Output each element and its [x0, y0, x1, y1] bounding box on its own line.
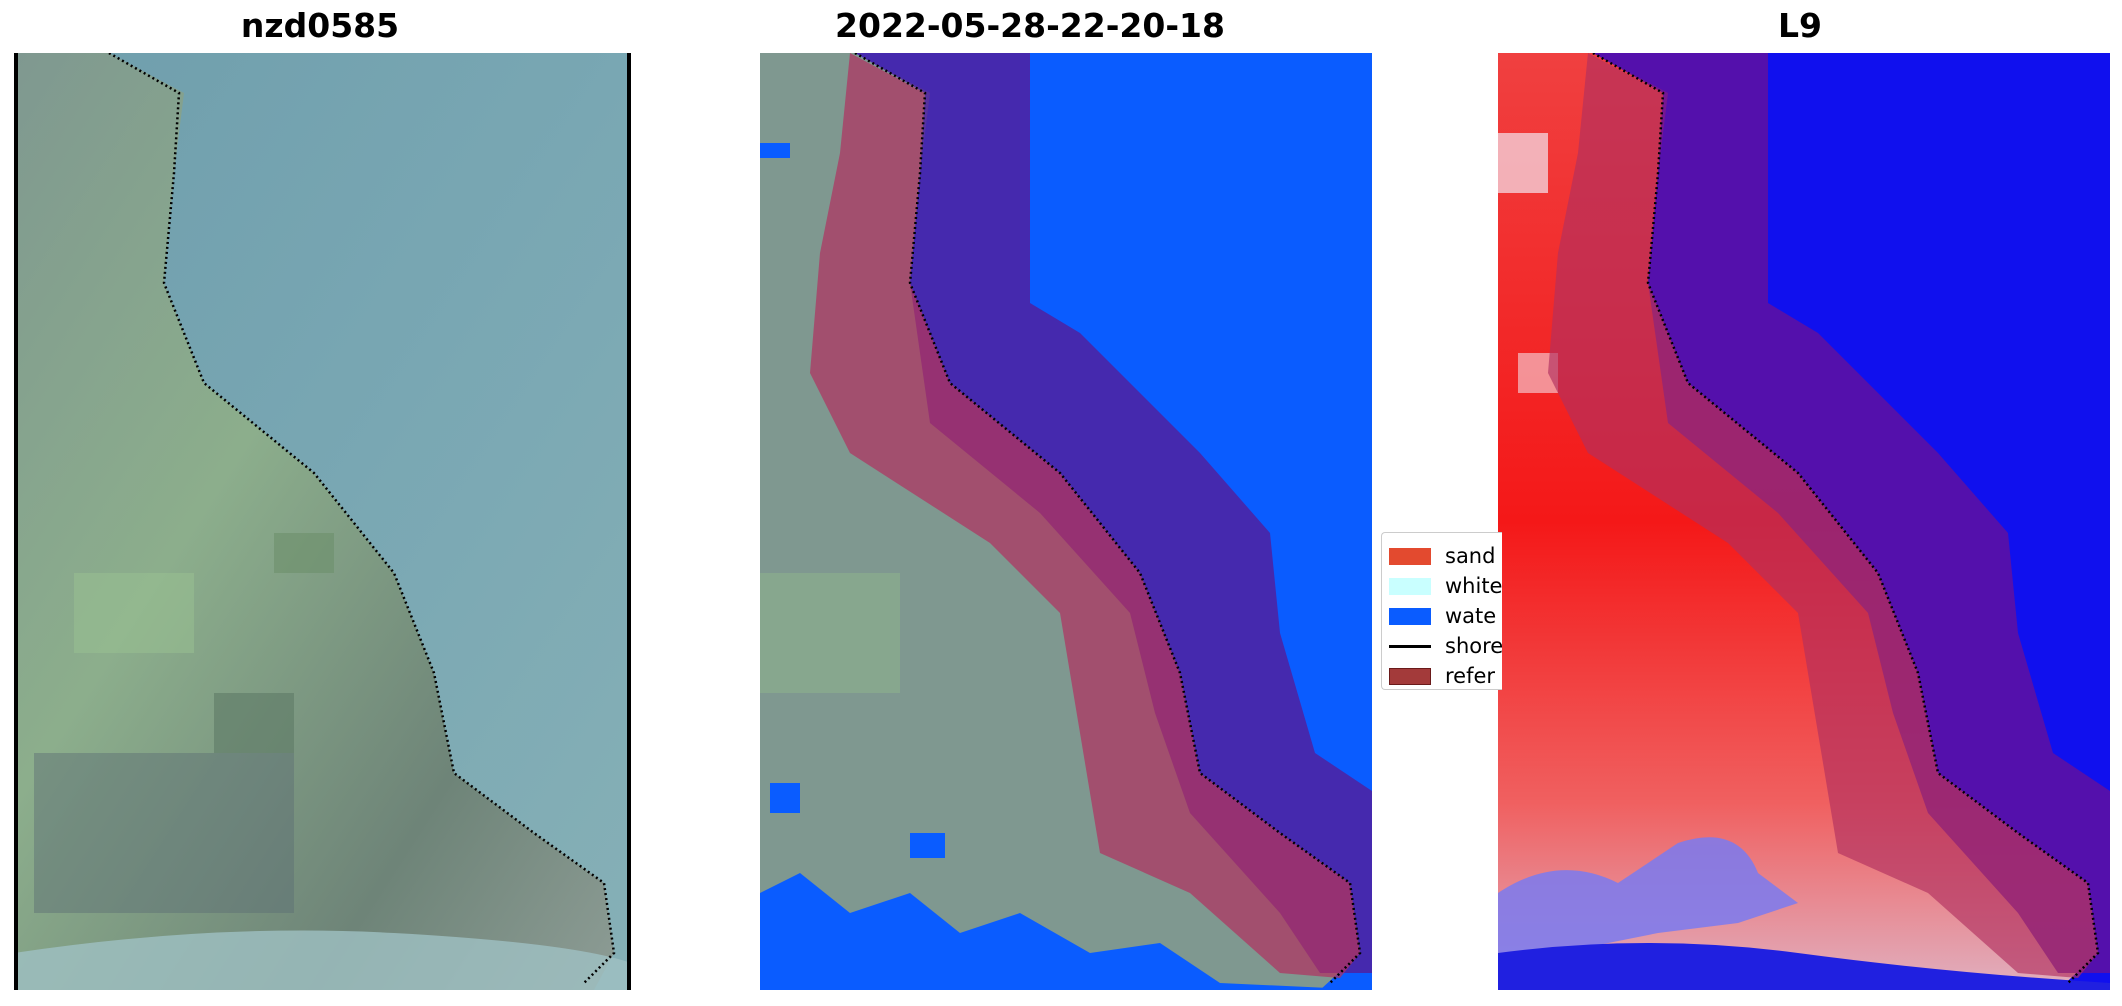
legend-line-shoreline — [1389, 644, 1431, 648]
sea-buffer — [1593, 53, 2110, 973]
legend-swatch-reference — [1389, 667, 1431, 685]
legend-label-shoreline: shore — [1445, 634, 1502, 658]
sea-buffer — [855, 53, 1372, 973]
legend-label-water: wate — [1445, 604, 1497, 628]
legend-swatch-water — [1389, 607, 1431, 625]
legend-label-reference: refer — [1445, 664, 1496, 688]
legend-item-shoreline: shore — [1389, 633, 1502, 659]
legend-item-reference: refer — [1389, 663, 1495, 689]
index-image — [1498, 53, 2110, 990]
classified-image-panel — [760, 53, 1372, 990]
water-patches — [760, 873, 1372, 990]
legend-swatch-sand — [1389, 547, 1431, 565]
panel-title-index: L9 — [1778, 6, 1822, 45]
land-area — [14, 53, 614, 990]
legend-label-sand: sand — [1445, 544, 1496, 568]
shoreline — [108, 53, 616, 984]
legend-item-sand: sand — [1389, 543, 1495, 569]
shoreline — [854, 53, 1362, 984]
classified-image — [760, 53, 1372, 990]
legend-label-white: white — [1445, 574, 1502, 598]
legend-item-white: white — [1389, 573, 1502, 599]
shoreline — [1592, 53, 2100, 984]
panel-title-classified: 2022-05-28-22-20-18 — [835, 6, 1225, 45]
index-image-panel — [1498, 53, 2110, 990]
panel-title-rgb: nzd0585 — [240, 6, 400, 45]
legend-item-water: wate — [1389, 603, 1496, 629]
legend-swatch-white — [1389, 577, 1431, 595]
rgb-image — [14, 53, 631, 990]
legend: sand white wate shore refer — [1381, 532, 1502, 690]
low-index-patches — [1498, 837, 1798, 953]
rgb-image-panel — [14, 53, 631, 990]
reference-buffer — [810, 53, 1360, 978]
reference-buffer — [1548, 53, 2098, 978]
